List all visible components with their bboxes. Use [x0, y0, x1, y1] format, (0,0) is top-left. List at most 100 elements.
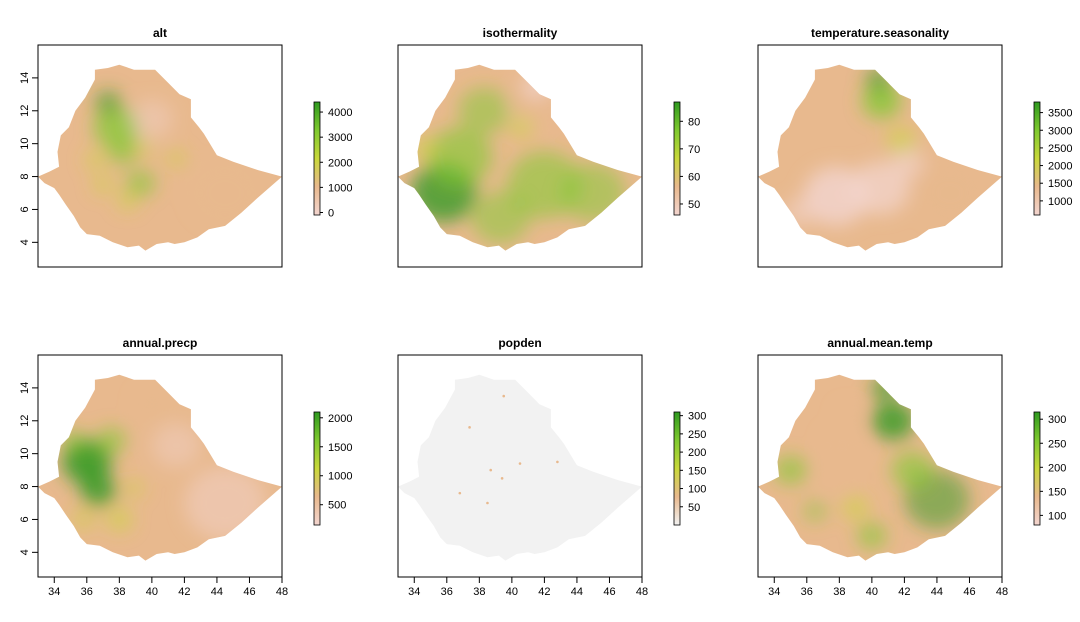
panel-isothermality: isothermality 50 60 70 80: [397, 26, 700, 268]
legend: 1000 1500 2000 2500 3000 3500: [1033, 101, 1072, 216]
legend-tick-label: 200: [1048, 462, 1066, 474]
x-tick-label: 40: [146, 586, 158, 598]
x-tick-label: 44: [211, 586, 223, 598]
y-tick-label: 8: [19, 173, 31, 179]
legend-tick-label: 100: [1048, 510, 1066, 522]
legend-tick-label: 150: [1048, 486, 1066, 498]
map-region: [871, 401, 915, 440]
map-region: [560, 163, 626, 223]
map-region: [189, 160, 261, 226]
y-tick-label: 8: [19, 483, 31, 489]
legend: 50 60 70 80: [673, 101, 700, 216]
legend-tick-label: 50: [688, 199, 700, 211]
x-tick-label: 38: [473, 586, 485, 598]
map-region: [891, 451, 934, 490]
map-region: [166, 149, 187, 168]
map-region: [782, 198, 815, 228]
panel-title: annual.mean.temp: [827, 336, 932, 350]
map-region: [117, 192, 138, 211]
y-tick-label: 6: [19, 206, 31, 212]
panel-temperature.seasonality: temperature.seasonality 1000 1500 2000 2500 3…: [757, 26, 1072, 268]
map-region: [125, 169, 156, 197]
map-region: [72, 509, 95, 530]
legend-bar: [1033, 411, 1041, 526]
map-region: [427, 127, 493, 187]
legend-tick-label: 60: [688, 171, 700, 183]
x-tick-label: 46: [243, 586, 255, 598]
map-region: [124, 479, 144, 497]
panel-title: popden: [498, 336, 541, 350]
map-region: [107, 138, 138, 166]
map-region: [135, 139, 152, 155]
map-hotspot: [556, 460, 559, 464]
map-hotspot: [468, 426, 471, 429]
legend-bar: [313, 101, 321, 216]
plot-frame: [37, 44, 283, 268]
map-region: [80, 473, 117, 506]
legend: 50 100 150 200 250 300: [673, 411, 706, 526]
legend-tick-label: 2000: [328, 413, 352, 425]
x-tick-label: 40: [866, 586, 878, 598]
x-tick-label: 40: [506, 586, 518, 598]
x-tick-label: 48: [996, 586, 1008, 598]
map-region: [803, 500, 827, 522]
legend-tick-label: 300: [1048, 414, 1066, 426]
legend-tick-label: 4000: [328, 107, 352, 119]
map-region: [130, 99, 174, 139]
map-hotspot: [489, 468, 493, 472]
map-raster: [411, 72, 626, 245]
legend-tick-label: 250: [688, 429, 706, 441]
y-tick-label: 10: [19, 138, 31, 150]
map-region: [823, 464, 850, 489]
legend-tick-label: 2500: [1048, 143, 1072, 155]
legend-tick-label: 100: [688, 484, 706, 496]
map-outline: [398, 374, 642, 561]
x-tick-label: 42: [538, 586, 550, 598]
map-region: [521, 72, 551, 100]
map-region: [865, 67, 892, 92]
map-region: [458, 87, 511, 135]
map-raster-blobs: [782, 67, 983, 228]
map-region: [62, 439, 112, 484]
panel-annual.mean.temp: annual.mean.temp 34 36 38 40 42 44 46 48 100 150 20…: [757, 336, 1066, 598]
map-raster-blobs: [411, 72, 626, 245]
y-tick-label: 6: [19, 516, 31, 522]
map-region: [837, 405, 861, 427]
legend-bar: [1033, 101, 1041, 216]
legend: 0 1000 2000 3000 4000: [313, 101, 352, 219]
y-tick-label: 12: [19, 105, 31, 117]
map-region: [917, 163, 983, 223]
legend-tick-label: 150: [688, 465, 706, 477]
map-region: [891, 148, 924, 179]
panel-title: isothermality: [483, 26, 558, 40]
legend-tick-label: 300: [688, 411, 706, 423]
x-tick-label: 34: [768, 586, 780, 598]
panel-title: temperature.seasonality: [811, 26, 949, 40]
x-tick-label: 42: [898, 586, 910, 598]
legend-tick-label: 1500: [1048, 178, 1072, 190]
map-outline: [38, 64, 282, 251]
panel-title: annual.precp: [123, 336, 198, 350]
y-tick-label: 14: [19, 382, 31, 394]
y-tick-label: 10: [19, 448, 31, 460]
y-tick-label: 12: [19, 415, 31, 427]
legend-tick-label: 50: [688, 502, 700, 514]
x-tick-label: 48: [636, 586, 648, 598]
map-region: [871, 376, 898, 400]
map-region: [842, 496, 869, 520]
x-tick-label: 34: [48, 586, 60, 598]
legend-tick-label: 200: [688, 447, 706, 459]
legend-tick-label: 1500: [328, 442, 352, 454]
map-hotspot: [518, 462, 522, 465]
map-raster: [774, 376, 970, 550]
panel-alt: alt 4 6 8 10 12 14 0 1000 2000 3000 4000: [19, 26, 352, 268]
x-tick-label: 36: [441, 586, 453, 598]
legend-tick-label: 2000: [328, 157, 352, 169]
map-hotspot: [458, 491, 462, 495]
map-raster: [85, 90, 261, 226]
x-tick-label: 46: [603, 586, 615, 598]
map-region: [823, 427, 863, 464]
map-region: [62, 430, 86, 451]
plot-frame: [397, 354, 643, 578]
